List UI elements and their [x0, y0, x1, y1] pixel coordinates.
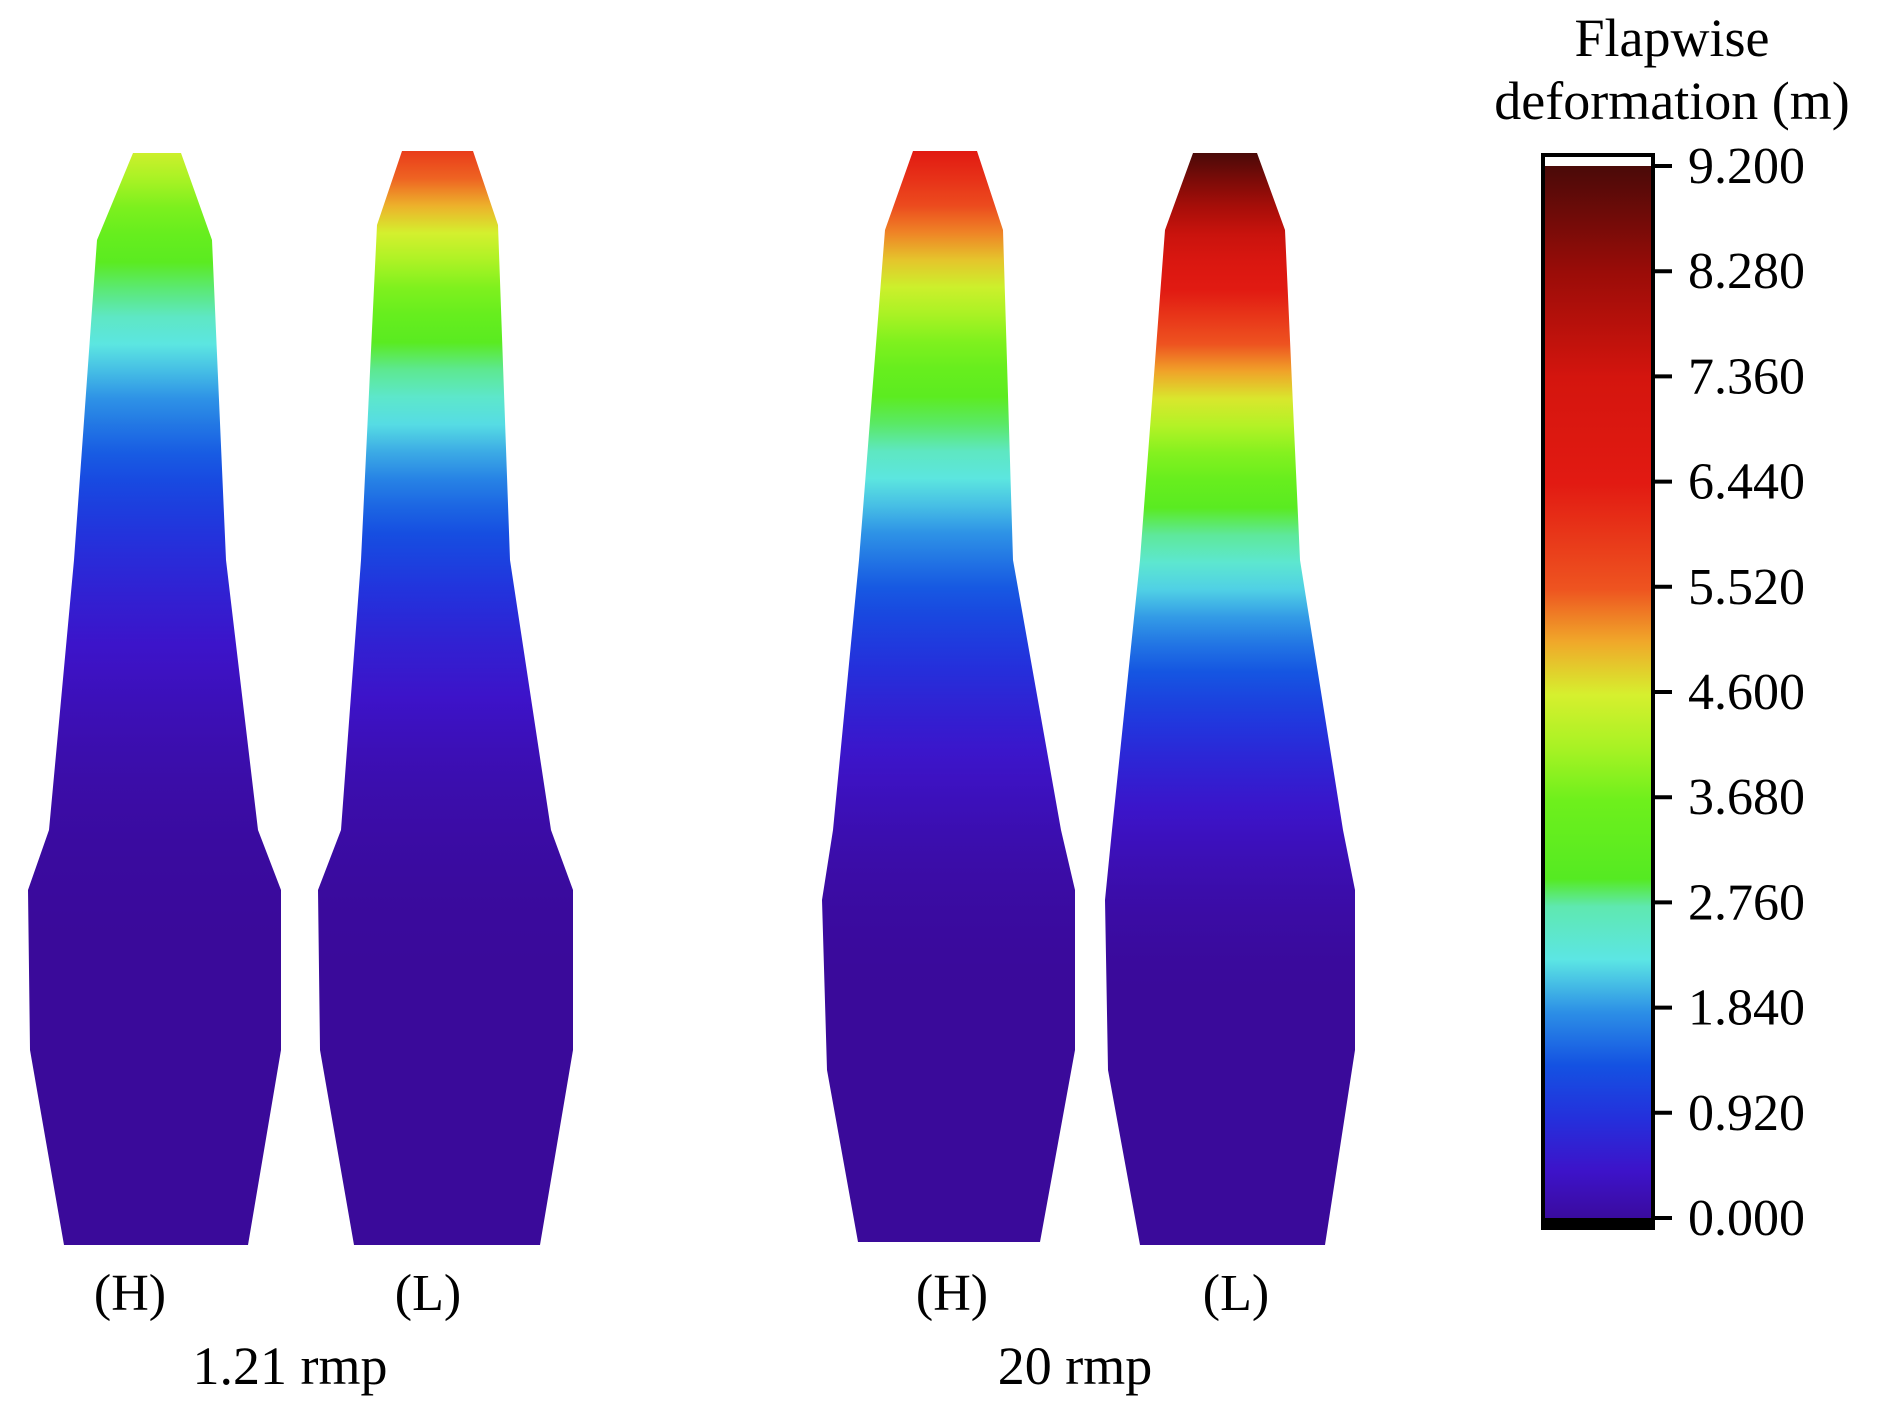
legend-title-line-1: Flapwise	[1575, 8, 1770, 68]
blade-h-1-21-rmp	[28, 153, 281, 1245]
colorbar-tick-label: 0.920	[1688, 1085, 1805, 1142]
blade-l-20-rmp	[1105, 153, 1355, 1245]
blade-label-l-1: (L)	[395, 1265, 461, 1322]
colorbar-tick-label: 3.680	[1688, 769, 1805, 826]
blade-label-h-2: (H)	[916, 1265, 988, 1322]
colorbar-ticks: 9.200 8.280 7.360 6.440 5.520 4.600 3.680 2.760…	[1653, 138, 1805, 1247]
blade-group-1: (H) (L) 1.21 rmp	[28, 151, 573, 1396]
group-caption-1: 1.21 rmp	[193, 1336, 388, 1396]
blade-h-20-rmp	[822, 151, 1075, 1242]
blade-label-h-1: (H)	[94, 1265, 166, 1322]
colorbar-tick-label: 6.440	[1688, 454, 1805, 511]
colorbar-tick-label: 8.280	[1688, 243, 1805, 300]
colorbar-legend: Flapwise deformation (m) 9.200 8.280 7.360…	[1494, 8, 1849, 1247]
colorbar-tick-label: 4.600	[1688, 664, 1805, 721]
blade-group-2: (H) (L) 20 rmp	[822, 151, 1355, 1396]
colorbar-bottom-cap	[1543, 1218, 1653, 1228]
blade-l-1-21-rmp	[318, 151, 573, 1245]
colorbar-tick-label: 7.360	[1688, 348, 1805, 405]
colorbar-tick-label: 5.520	[1688, 559, 1805, 616]
group-caption-2: 20 rmp	[998, 1336, 1153, 1396]
legend-title-line-2: deformation (m)	[1494, 71, 1849, 131]
colorbar-tick-label: 1.840	[1688, 980, 1805, 1037]
colorbar-tick-label: 0.000	[1688, 1190, 1805, 1247]
blade-label-l-2: (L)	[1203, 1265, 1269, 1322]
colorbar-gradient	[1543, 166, 1653, 1224]
colorbar-tick-label: 9.200	[1688, 138, 1805, 195]
colorbar-tick-label: 2.760	[1688, 874, 1805, 931]
colorbar-top-cap	[1543, 155, 1653, 166]
